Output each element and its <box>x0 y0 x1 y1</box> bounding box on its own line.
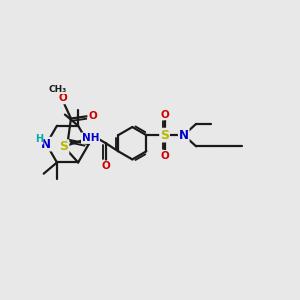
Text: N: N <box>41 138 51 151</box>
Text: S: S <box>59 140 68 153</box>
Text: N: N <box>179 129 189 142</box>
Text: O: O <box>101 161 110 171</box>
Text: CH₃: CH₃ <box>49 85 67 94</box>
Text: O: O <box>88 111 97 121</box>
Text: S: S <box>160 129 169 142</box>
Text: O: O <box>160 110 169 119</box>
Text: O: O <box>160 151 169 161</box>
Text: H: H <box>34 134 43 144</box>
Text: O: O <box>58 94 68 103</box>
Text: NH: NH <box>82 133 99 143</box>
